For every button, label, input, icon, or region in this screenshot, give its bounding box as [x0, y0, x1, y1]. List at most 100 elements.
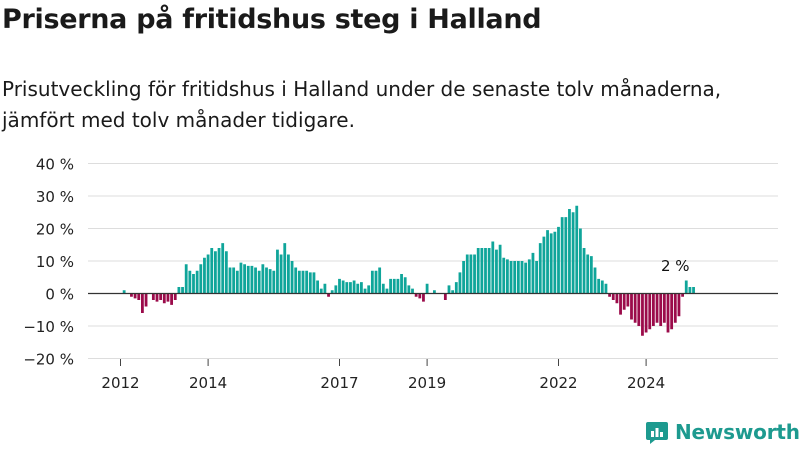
bar	[495, 249, 498, 294]
bar	[378, 267, 382, 294]
bar	[192, 274, 195, 294]
bar	[659, 293, 663, 326]
bar	[173, 293, 177, 300]
y-tick-label: 0 %	[45, 286, 74, 304]
bar	[589, 256, 593, 294]
bar	[261, 264, 265, 294]
bar	[454, 282, 458, 294]
bar	[604, 283, 608, 294]
bar	[622, 293, 626, 310]
bar	[688, 287, 692, 294]
chart-title: Priserna på fritidshus steg i Halland	[2, 4, 542, 35]
bar	[593, 267, 597, 294]
bar	[396, 278, 400, 294]
bar	[575, 205, 579, 294]
bar	[502, 257, 506, 294]
bar	[214, 251, 217, 294]
bar	[141, 293, 144, 313]
bar	[465, 254, 469, 294]
bar	[206, 254, 210, 294]
newsworthy-logo: Newsworthy	[645, 420, 800, 444]
bar	[597, 278, 601, 294]
bar	[684, 280, 688, 294]
bar	[425, 283, 429, 294]
bar	[553, 231, 557, 294]
bar	[407, 285, 411, 294]
bar	[564, 217, 568, 294]
bar	[199, 264, 203, 294]
bar	[535, 261, 538, 294]
bar	[137, 293, 141, 300]
bar	[224, 251, 228, 294]
bar	[228, 267, 232, 294]
bar	[381, 283, 385, 294]
bar	[670, 293, 674, 330]
x-tick-label: 2014	[189, 374, 227, 392]
bar	[155, 293, 159, 302]
x-tick-label: 2019	[408, 374, 446, 392]
bar	[363, 288, 367, 294]
x-tick-label: 2024	[627, 374, 665, 392]
bar	[243, 264, 246, 294]
bar	[568, 209, 571, 294]
bar	[166, 293, 170, 302]
bar	[203, 257, 206, 294]
bar	[527, 259, 531, 294]
bar	[549, 233, 553, 294]
bar	[520, 261, 524, 294]
bar	[294, 267, 298, 294]
bar	[411, 288, 414, 294]
x-tick-label: 2017	[320, 374, 358, 392]
bar	[122, 290, 126, 294]
bar	[283, 243, 287, 294]
bar	[692, 287, 695, 294]
bar	[221, 243, 225, 294]
bar	[582, 248, 586, 294]
bar	[239, 262, 243, 294]
bar	[170, 293, 173, 305]
bar	[272, 270, 276, 294]
bar	[257, 270, 261, 294]
bar	[144, 293, 148, 307]
bar	[677, 293, 681, 317]
bar	[210, 248, 214, 294]
bar	[287, 254, 290, 294]
bar	[476, 248, 480, 294]
bar	[513, 261, 517, 294]
bar	[652, 293, 655, 326]
bar	[666, 293, 670, 333]
bar	[370, 270, 374, 294]
bar	[673, 293, 677, 323]
bar	[641, 293, 644, 336]
bar	[433, 290, 436, 294]
bar	[345, 282, 349, 294]
bar	[637, 293, 641, 326]
y-tick-label: 20 %	[36, 221, 74, 239]
bar	[385, 288, 389, 294]
bar	[319, 288, 323, 294]
bar	[235, 270, 239, 294]
bar	[443, 293, 447, 300]
bar	[265, 267, 268, 294]
bar	[655, 293, 659, 323]
bar	[414, 293, 418, 297]
bar	[491, 241, 495, 294]
bar	[195, 270, 199, 294]
bar	[301, 270, 305, 294]
bar	[181, 287, 184, 294]
bar	[327, 293, 330, 297]
bar	[469, 254, 473, 294]
bar	[571, 212, 575, 294]
bar	[524, 262, 528, 294]
bar	[611, 293, 615, 300]
bar	[323, 283, 327, 294]
bar	[130, 293, 133, 297]
bar	[279, 254, 283, 294]
bar	[392, 278, 396, 294]
bar	[509, 261, 513, 294]
bar	[188, 270, 192, 294]
bar	[619, 293, 622, 315]
newsworthy-logo-icon	[646, 422, 668, 444]
bar	[648, 293, 652, 330]
bar	[177, 287, 181, 294]
